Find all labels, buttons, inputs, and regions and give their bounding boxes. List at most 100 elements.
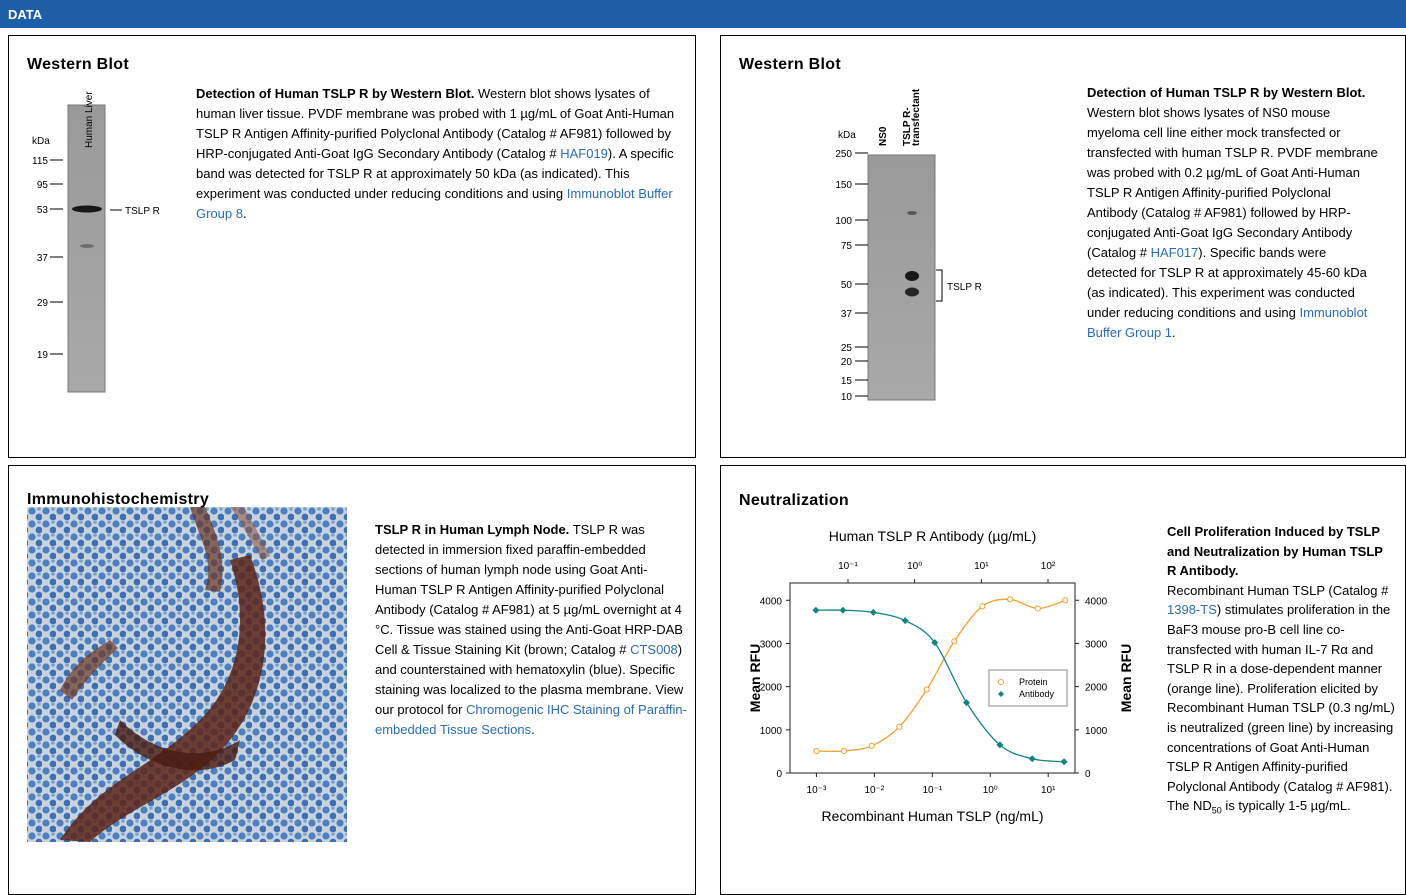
x2-tick-label: 10⁰ [907, 561, 922, 572]
x2-tick-label: 10¹ [974, 561, 989, 572]
y2-axis-label: Mean RFU [1118, 644, 1134, 712]
panel-title: Neutralization [739, 492, 849, 510]
data-point [1029, 755, 1036, 762]
data-point [869, 743, 874, 748]
blot-band [905, 288, 919, 297]
marker-label: 29 [37, 298, 49, 309]
caption-text: . [243, 206, 247, 221]
panel-title: Western Blot [739, 56, 841, 74]
chart-title: Human TSLP R Antibody (µg/mL) [829, 528, 1037, 544]
data-point [1063, 598, 1068, 603]
marker-label: 10 [841, 392, 853, 403]
caption-heading: TSLP R in Human Lymph Node. [375, 522, 569, 537]
caption-heading: Cell Proliferation Induced by TSLP and N… [1167, 522, 1395, 581]
marker-label: 150 [835, 180, 852, 191]
caption-heading: Detection of Human TSLP R by Western Blo… [1087, 85, 1365, 100]
blot-band [907, 211, 917, 215]
caption: Cell Proliferation Induced by TSLP and N… [1167, 522, 1395, 816]
ihc-image [27, 507, 347, 842]
caption-text: TSLP R was detected in immersion fixed p… [375, 522, 683, 657]
marker-label: 53 [37, 205, 49, 216]
unit-label: kDa [838, 130, 856, 141]
data-point [980, 604, 985, 609]
marker-label: 19 [37, 350, 49, 361]
unit-label: kDa [32, 136, 50, 147]
y-axis-label: Mean RFU [747, 644, 763, 712]
lane-label: transfectant [911, 88, 922, 146]
x2-tick-label: 10⁻¹ [838, 561, 858, 572]
marker-label: 15 [841, 376, 853, 387]
data-point [952, 639, 957, 644]
caption-subscript: 50 [1212, 806, 1222, 816]
x-axis-label: Recombinant Human TSLP (ng/mL) [821, 808, 1043, 824]
blot-band [72, 206, 102, 213]
marker-label: 37 [841, 309, 853, 320]
marker-label: 20 [841, 357, 853, 368]
marker-label: 100 [835, 216, 852, 227]
data-point [814, 748, 819, 753]
caption-link[interactable]: HAF017 [1151, 245, 1199, 260]
y-tick-label: 2000 [760, 683, 783, 694]
data-point [1008, 597, 1013, 602]
y-tick-label: 0 [776, 769, 782, 780]
legend-label: Antibody [1019, 689, 1055, 699]
x-tick-label: 10⁻² [864, 785, 884, 796]
panel-title: Immunohistochemistry [27, 491, 209, 509]
marker-label: 75 [841, 241, 853, 252]
legend-marker [999, 680, 1004, 685]
x-tick-label: 10⁻³ [807, 785, 827, 796]
caption-text: . [531, 722, 535, 737]
data-point [963, 699, 970, 706]
x-tick-label: 10⁰ [983, 785, 998, 796]
y2-tick-label: 3000 [1085, 639, 1108, 650]
page-body: DATA kDa1159553372919Human LiverTSLP RkD… [0, 0, 1406, 890]
data-point [1035, 606, 1040, 611]
data-point [812, 607, 819, 614]
marker-label: 115 [32, 156, 48, 167]
caption: TSLP R in Human Lymph Node. TSLP R was d… [375, 520, 687, 740]
caption-text: ) stimulates proliferation in the BaF3 m… [1167, 602, 1395, 813]
y2-tick-label: 0 [1085, 769, 1091, 780]
marker-label: 50 [841, 280, 853, 291]
marker-label: 250 [835, 149, 852, 160]
caption-link[interactable]: HAF019 [560, 146, 608, 161]
x-tick-label: 10⁻¹ [922, 785, 942, 796]
panel-title: Western Blot [27, 56, 129, 74]
marker-label: 37 [37, 253, 49, 264]
legend-frame [989, 670, 1067, 706]
caption-link[interactable]: CTS008 [630, 642, 678, 657]
lane-label: Human Liver [84, 91, 95, 148]
blot-band [80, 244, 94, 248]
legend-label: Protein [1019, 677, 1048, 687]
marker-label: 25 [841, 343, 853, 354]
caption-text: is typically 1-5 µg/mL. [1222, 798, 1351, 813]
data-point [924, 687, 929, 692]
data-point [1061, 758, 1068, 765]
lane-label: NS0 [878, 126, 889, 146]
y-tick-label: 3000 [760, 639, 783, 650]
data-point [902, 617, 909, 624]
band-bracket [936, 270, 942, 301]
data-point [897, 724, 902, 729]
legend: Protein Antibody [989, 670, 1067, 706]
y2-tick-label: 1000 [1085, 726, 1108, 737]
caption-text: Western blot shows lysates of NS0 mouse … [1087, 105, 1378, 260]
caption-text: . [1172, 325, 1176, 340]
x-tick-label: 10¹ [1041, 785, 1056, 796]
caption-heading: Detection of Human TSLP R by Western Blo… [196, 86, 474, 101]
band-label: TSLP R [125, 206, 160, 217]
data-point [870, 609, 877, 616]
caption: Detection of Human TSLP R by Western Blo… [1087, 83, 1379, 343]
blot-image [868, 155, 935, 400]
data-point [841, 748, 846, 753]
blot-band [905, 271, 919, 281]
y2-tick-label: 2000 [1085, 683, 1108, 694]
page: TSLP R Data {"header": {"title": "DATA"}… [0, 0, 1406, 890]
marker-label: 95 [37, 180, 49, 191]
caption-text: Recombinant Human TSLP (Catalog # [1167, 583, 1388, 598]
data-point [839, 607, 846, 614]
caption: Detection of Human TSLP R by Western Blo… [196, 84, 678, 224]
y-tick-label: 1000 [760, 726, 783, 737]
caption-link[interactable]: 1398-TS [1167, 602, 1217, 617]
